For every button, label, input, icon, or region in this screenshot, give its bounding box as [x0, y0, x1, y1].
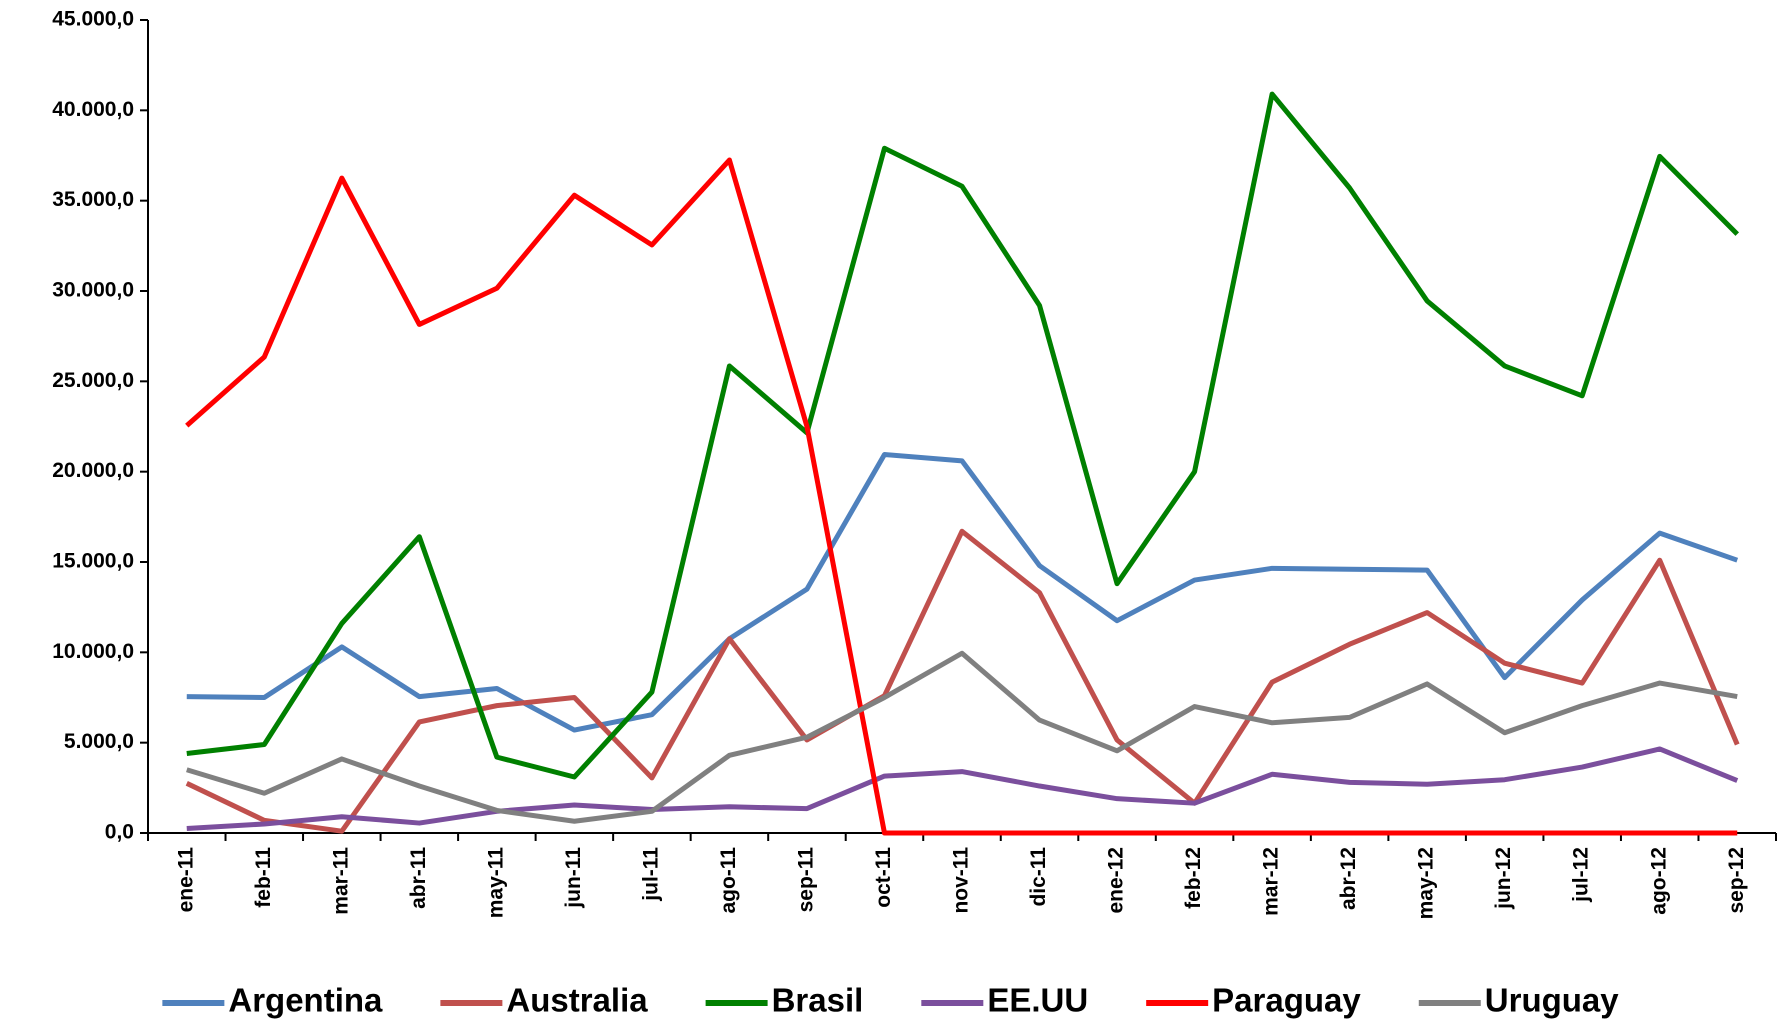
- x-tick-label: nov-11: [950, 847, 973, 914]
- y-tick-label: 5.000,0: [64, 730, 134, 753]
- series-line: [186, 91, 1740, 780]
- x-tick-label: mar-12: [1260, 847, 1283, 916]
- y-tick-label: 30.000,0: [52, 279, 134, 302]
- legend-label: Australia: [506, 982, 648, 1019]
- legend-label: Brasil: [772, 982, 864, 1019]
- x-tick-label: ene-11: [174, 847, 197, 913]
- series-line: [186, 650, 1738, 824]
- x-tick-label: ago-12: [1647, 847, 1670, 915]
- x-tick-label: sep-12: [1725, 847, 1748, 914]
- x-tick-label: ago-11: [717, 847, 740, 914]
- x-tick-label: mar-11: [329, 847, 352, 915]
- y-tick-label: 35.000,0: [52, 188, 134, 211]
- x-tick-label: may-12: [1415, 847, 1438, 919]
- x-tick-label: feb-12: [1182, 847, 1205, 909]
- x-tick-label: ene-12: [1105, 847, 1128, 914]
- legend-label: Argentina: [228, 982, 383, 1019]
- series-line: [186, 746, 1739, 831]
- x-tick-label: abr-11: [407, 847, 430, 909]
- y-tick-label: 40.000,0: [52, 98, 134, 121]
- series-line: [185, 528, 1740, 834]
- y-tick-label: 0,0: [105, 821, 134, 844]
- series-line: [186, 452, 1739, 733]
- x-tick-label: jun-11: [562, 847, 585, 909]
- legend-label: Uruguay: [1485, 982, 1620, 1019]
- x-tick-label: jul-11: [639, 847, 662, 902]
- y-tick-label: 20.000,0: [52, 459, 134, 482]
- y-tick-label: 25.000,0: [52, 369, 134, 392]
- x-tick-label: sep-11: [794, 847, 817, 913]
- series-line: [185, 157, 1738, 836]
- x-tick-label: oct-11: [872, 847, 895, 908]
- legend-label: EE.UU: [987, 982, 1088, 1019]
- x-tick-label: jun-12: [1492, 847, 1515, 910]
- legend-label: Paraguay: [1212, 982, 1361, 1019]
- y-tick-label: 10.000,0: [52, 640, 134, 663]
- y-tick-label: 45.000,0: [52, 8, 134, 31]
- x-tick-label: abr-12: [1337, 847, 1360, 910]
- x-tick-label: may-11: [484, 847, 507, 919]
- x-tick-label: dic-11: [1027, 847, 1050, 907]
- x-tick-label: feb-11: [252, 847, 275, 908]
- x-tick-label: jul-12: [1570, 847, 1593, 903]
- y-tick-label: 15.000,0: [52, 550, 134, 573]
